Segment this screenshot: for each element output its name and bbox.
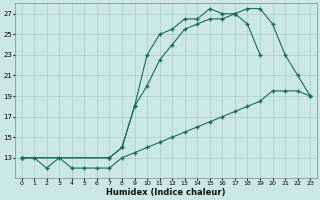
- X-axis label: Humidex (Indice chaleur): Humidex (Indice chaleur): [106, 188, 226, 197]
